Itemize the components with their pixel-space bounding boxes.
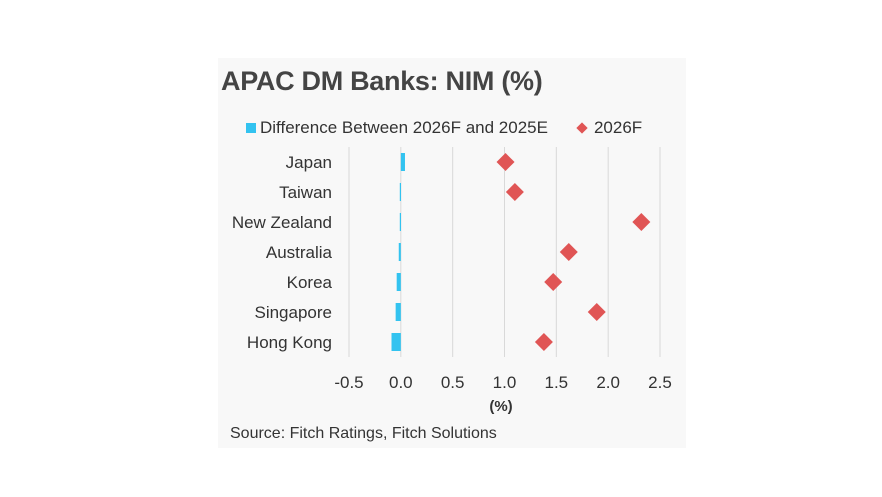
nim-2026f-marker bbox=[559, 243, 578, 261]
legend-item-difference: Difference Between 2026F and 2025E bbox=[246, 118, 548, 138]
category-label: Korea bbox=[287, 273, 333, 292]
nim-2026f-marker bbox=[544, 273, 563, 291]
x-tick-label: 0.0 bbox=[389, 373, 413, 392]
source-note: Source: Fitch Ratings, Fitch Solutions bbox=[230, 425, 497, 442]
legend-label-difference: Difference Between 2026F and 2025E bbox=[260, 118, 548, 137]
x-tick-label: 1.5 bbox=[545, 373, 569, 392]
category-label: Taiwan bbox=[279, 183, 332, 202]
nim-2026f-marker bbox=[496, 153, 515, 171]
label-layer: -0.5 0.0 0.5 1.0 1.5 2.0 2.5 Japan Taiwan New Zea… bbox=[232, 153, 672, 392]
difference-bar bbox=[391, 333, 401, 351]
category-label: New Zealand bbox=[232, 213, 332, 232]
nim-2026f-marker bbox=[587, 303, 606, 321]
x-tick-label: -0.5 bbox=[334, 373, 363, 392]
difference-bar bbox=[396, 273, 401, 291]
bar-layer bbox=[391, 153, 405, 351]
nim-2026f-marker bbox=[632, 213, 651, 231]
x-tick-label: 0.5 bbox=[441, 373, 465, 392]
x-tick-label: 2.5 bbox=[648, 373, 672, 392]
legend: Difference Between 2026F and 2025E 2026F bbox=[246, 117, 642, 139]
difference-bar bbox=[398, 243, 401, 261]
marker-layer bbox=[496, 153, 651, 351]
x-axis-title: (%) bbox=[489, 398, 512, 415]
category-label: Japan bbox=[286, 153, 332, 172]
legend-item-2026f: 2026F bbox=[576, 118, 642, 138]
category-label: Hong Kong bbox=[247, 333, 332, 352]
legend-label-2026f: 2026F bbox=[593, 118, 643, 137]
category-label: Singapore bbox=[254, 303, 332, 322]
x-tick-label: 1.0 bbox=[493, 373, 517, 392]
nim-2026f-marker bbox=[505, 183, 524, 201]
difference-bar bbox=[399, 213, 401, 231]
chart-title: APAC DM Banks: NIM (%) bbox=[221, 66, 543, 96]
nim-2026f-marker bbox=[534, 333, 553, 351]
category-label: Australia bbox=[266, 243, 333, 262]
difference-bar bbox=[400, 153, 405, 171]
difference-bar bbox=[399, 183, 401, 201]
difference-bar bbox=[395, 303, 401, 321]
x-tick-label: 2.0 bbox=[596, 373, 620, 392]
grid-layer bbox=[348, 147, 661, 357]
legend-bar-swatch bbox=[246, 123, 256, 133]
